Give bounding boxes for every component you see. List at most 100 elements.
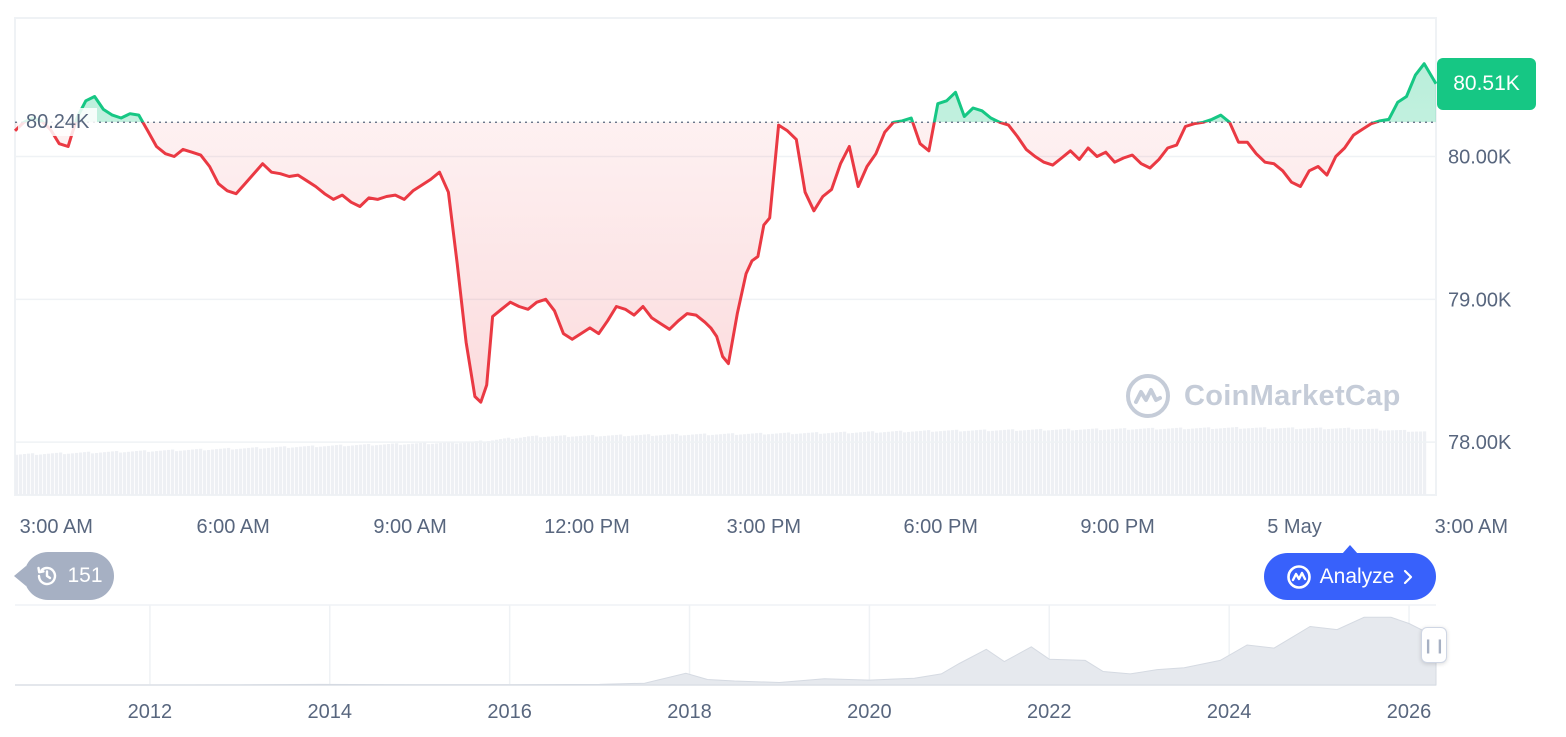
navigator-tick-label: 2014 bbox=[308, 701, 353, 723]
volume-bar bbox=[687, 434, 691, 495]
volume-bar bbox=[715, 434, 719, 495]
volume-bar bbox=[1299, 428, 1303, 495]
volume-bar bbox=[879, 432, 883, 495]
history-button[interactable]: 151 bbox=[14, 552, 114, 600]
volume-bar bbox=[1011, 429, 1015, 495]
volume-bar bbox=[1267, 428, 1271, 495]
volume-bar bbox=[1111, 429, 1115, 495]
x-tick-label: 9:00 AM bbox=[373, 516, 446, 538]
volume-bar bbox=[1127, 429, 1131, 495]
x-tick-label: 9:00 PM bbox=[1080, 516, 1154, 538]
volume-bar bbox=[247, 447, 251, 495]
price-line bbox=[13, 62, 1438, 404]
volume-bar bbox=[911, 431, 915, 495]
volume-bar bbox=[811, 432, 815, 495]
volume-bar bbox=[1335, 428, 1339, 495]
volume-bar bbox=[403, 444, 407, 495]
volume-bar bbox=[859, 432, 863, 495]
volume-bar bbox=[1231, 427, 1235, 495]
volume-bar bbox=[159, 450, 163, 495]
volume-bar bbox=[199, 448, 203, 495]
volume-bar bbox=[1003, 429, 1007, 495]
volume-bar bbox=[127, 451, 131, 495]
volume-bar bbox=[1155, 429, 1159, 495]
volume-bar bbox=[971, 430, 975, 495]
grip-icon: ❙❙ bbox=[1422, 636, 1446, 653]
navigator-tick-label: 2024 bbox=[1207, 701, 1252, 723]
volume-bar bbox=[895, 431, 899, 495]
x-tick-label: 3:00 AM bbox=[20, 516, 93, 538]
volume-bar bbox=[823, 433, 827, 495]
volume-bar bbox=[319, 446, 323, 495]
volume-bar bbox=[1195, 428, 1199, 495]
volume-bar bbox=[1407, 431, 1411, 495]
volume-bar bbox=[935, 431, 939, 495]
volume-bar bbox=[951, 430, 955, 495]
volume-bar bbox=[519, 437, 523, 495]
volume-bar bbox=[799, 433, 803, 495]
volume-bar bbox=[759, 432, 763, 495]
volume-bar bbox=[1171, 428, 1175, 495]
volume-bar bbox=[415, 443, 419, 495]
volume-bar bbox=[987, 431, 991, 495]
x-tick-label: 3:00 PM bbox=[727, 516, 801, 538]
volume-bar bbox=[1383, 430, 1387, 495]
volume-bar bbox=[167, 449, 171, 495]
volume-bar bbox=[223, 448, 227, 495]
volume-bar bbox=[143, 450, 147, 495]
volume-bar bbox=[1063, 429, 1067, 495]
volume-bar bbox=[91, 453, 95, 495]
volume-bar bbox=[883, 432, 887, 495]
volume-bar bbox=[151, 451, 155, 495]
volume-bar bbox=[495, 439, 499, 495]
volume-bar bbox=[1259, 427, 1263, 495]
volume-bar bbox=[35, 454, 39, 495]
history-count: 151 bbox=[67, 564, 103, 587]
volume-bar bbox=[419, 442, 423, 495]
volume-bar bbox=[863, 431, 867, 495]
volume-bar bbox=[815, 432, 819, 495]
volume-bar bbox=[1107, 429, 1111, 495]
volume-bar bbox=[439, 443, 443, 495]
volume-bar bbox=[23, 454, 27, 495]
volume-bar bbox=[1287, 427, 1291, 495]
volume-bar bbox=[1239, 428, 1243, 495]
volume-bar bbox=[671, 434, 675, 495]
volume-bar bbox=[1263, 427, 1267, 495]
volume-bar bbox=[1367, 428, 1371, 495]
volume-bar bbox=[267, 447, 271, 495]
volume-bar bbox=[999, 430, 1003, 495]
volume-bar bbox=[835, 432, 839, 495]
volume-bar bbox=[579, 435, 583, 495]
volume-bar bbox=[1387, 430, 1391, 495]
volume-bar bbox=[55, 452, 59, 495]
volume-bar bbox=[755, 433, 759, 495]
volume-bar bbox=[843, 431, 847, 495]
volume-bar bbox=[1175, 427, 1179, 495]
volume-bar bbox=[303, 446, 307, 495]
volume-bar bbox=[195, 449, 199, 495]
volume-bar bbox=[1423, 431, 1427, 495]
volume-bar bbox=[1119, 428, 1123, 495]
volume-bar bbox=[1311, 428, 1315, 495]
volume-bar bbox=[463, 442, 467, 495]
y-tick-label: 80.00K bbox=[1448, 147, 1512, 169]
analyze-button[interactable]: Analyze bbox=[1264, 545, 1436, 600]
volume-bar bbox=[1079, 429, 1083, 495]
volume-bar bbox=[1183, 429, 1187, 495]
volume-bar bbox=[555, 435, 559, 495]
volume-bar bbox=[1131, 429, 1135, 495]
navigator-tick-label: 2026 bbox=[1387, 701, 1432, 723]
volume-bar bbox=[1215, 428, 1219, 495]
navigator-tick-label: 2022 bbox=[1027, 701, 1072, 723]
volume-bar bbox=[751, 433, 755, 495]
volume-bar bbox=[1031, 429, 1035, 495]
volume-bar bbox=[727, 433, 731, 495]
volume-bar bbox=[39, 454, 43, 495]
volume-bar bbox=[707, 435, 711, 495]
volume-bar bbox=[559, 435, 563, 495]
navigator-scroll-handle[interactable]: ❙❙ bbox=[1421, 627, 1447, 663]
volume-bar bbox=[923, 430, 927, 495]
